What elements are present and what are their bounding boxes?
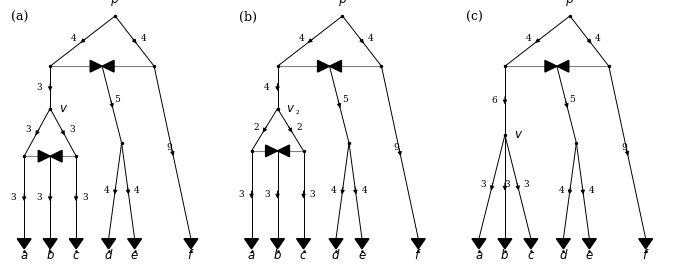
Polygon shape xyxy=(318,60,329,72)
Text: 9: 9 xyxy=(166,143,172,152)
Polygon shape xyxy=(412,239,425,249)
Text: $a$: $a$ xyxy=(475,249,483,262)
Polygon shape xyxy=(556,239,571,249)
Polygon shape xyxy=(266,145,277,157)
Text: $a$: $a$ xyxy=(20,249,28,262)
Text: $\rho$: $\rho$ xyxy=(110,0,120,8)
Text: 3: 3 xyxy=(238,190,244,199)
Polygon shape xyxy=(498,239,512,249)
Text: (a): (a) xyxy=(11,11,29,24)
Text: 3: 3 xyxy=(310,190,315,199)
Text: $v$: $v$ xyxy=(514,129,523,141)
Polygon shape xyxy=(38,150,50,162)
Text: 3: 3 xyxy=(36,193,42,202)
Text: 3: 3 xyxy=(504,180,510,189)
Text: 4: 4 xyxy=(103,186,110,195)
Text: $d$: $d$ xyxy=(104,248,114,262)
Text: 5: 5 xyxy=(114,95,121,104)
Text: $d$: $d$ xyxy=(559,248,568,262)
Text: 4: 4 xyxy=(361,186,367,195)
Text: 2: 2 xyxy=(253,123,259,131)
Text: 4: 4 xyxy=(140,34,146,43)
Text: 3: 3 xyxy=(82,193,88,202)
Text: 6: 6 xyxy=(491,96,497,105)
Polygon shape xyxy=(245,239,258,249)
Polygon shape xyxy=(355,239,369,249)
Text: $c$: $c$ xyxy=(299,249,308,262)
Polygon shape xyxy=(127,239,142,249)
Polygon shape xyxy=(329,60,341,72)
Polygon shape xyxy=(329,239,343,249)
Text: 4: 4 xyxy=(299,34,304,43)
Polygon shape xyxy=(50,150,62,162)
Text: (b): (b) xyxy=(238,11,257,24)
Text: 4: 4 xyxy=(134,186,140,195)
Text: $d$: $d$ xyxy=(332,248,340,262)
Text: $e$: $e$ xyxy=(130,249,139,262)
Polygon shape xyxy=(472,239,486,249)
Text: 4: 4 xyxy=(368,34,373,43)
Text: $e$: $e$ xyxy=(358,249,366,262)
Text: (c): (c) xyxy=(466,11,483,24)
Polygon shape xyxy=(582,239,597,249)
Text: $v$: $v$ xyxy=(59,102,68,115)
Text: $b$: $b$ xyxy=(46,248,55,262)
Text: 5: 5 xyxy=(342,95,347,104)
Text: 3: 3 xyxy=(524,180,530,189)
Text: $f$: $f$ xyxy=(187,248,195,262)
Text: 4: 4 xyxy=(526,34,532,43)
Text: $b$: $b$ xyxy=(273,248,282,262)
Polygon shape xyxy=(17,239,31,249)
Polygon shape xyxy=(102,60,114,72)
Text: $c$: $c$ xyxy=(72,249,80,262)
Text: $f$: $f$ xyxy=(414,248,422,262)
Polygon shape xyxy=(90,60,102,72)
Text: $\rho$: $\rho$ xyxy=(565,0,575,8)
Text: $_2$: $_2$ xyxy=(295,108,301,117)
Text: 9: 9 xyxy=(621,143,627,152)
Text: $\rho$: $\rho$ xyxy=(338,0,347,8)
Text: $v$: $v$ xyxy=(286,102,295,115)
Text: $b$: $b$ xyxy=(501,248,510,262)
Text: 2: 2 xyxy=(297,123,302,131)
Polygon shape xyxy=(297,239,310,249)
Polygon shape xyxy=(271,239,284,249)
Polygon shape xyxy=(557,60,569,72)
Text: 3: 3 xyxy=(10,193,16,202)
Text: 4: 4 xyxy=(588,186,595,195)
Text: 3: 3 xyxy=(26,125,32,134)
Polygon shape xyxy=(43,239,57,249)
Text: 4: 4 xyxy=(595,34,601,43)
Polygon shape xyxy=(69,239,83,249)
Polygon shape xyxy=(524,239,538,249)
Text: 9: 9 xyxy=(394,143,399,152)
Text: $e$: $e$ xyxy=(585,249,594,262)
Text: 3: 3 xyxy=(264,190,269,199)
Text: $a$: $a$ xyxy=(247,249,256,262)
Text: 5: 5 xyxy=(569,95,575,104)
Polygon shape xyxy=(545,60,557,72)
Text: 3: 3 xyxy=(36,83,42,92)
Polygon shape xyxy=(184,239,198,249)
Text: 3: 3 xyxy=(480,180,486,189)
Polygon shape xyxy=(277,145,290,157)
Text: 4: 4 xyxy=(558,186,564,195)
Text: 4: 4 xyxy=(331,186,337,195)
Text: 4: 4 xyxy=(264,83,270,92)
Text: 3: 3 xyxy=(69,125,75,134)
Text: $f$: $f$ xyxy=(642,248,649,262)
Text: 4: 4 xyxy=(71,34,77,43)
Text: $c$: $c$ xyxy=(527,249,535,262)
Polygon shape xyxy=(638,239,653,249)
Polygon shape xyxy=(101,239,116,249)
